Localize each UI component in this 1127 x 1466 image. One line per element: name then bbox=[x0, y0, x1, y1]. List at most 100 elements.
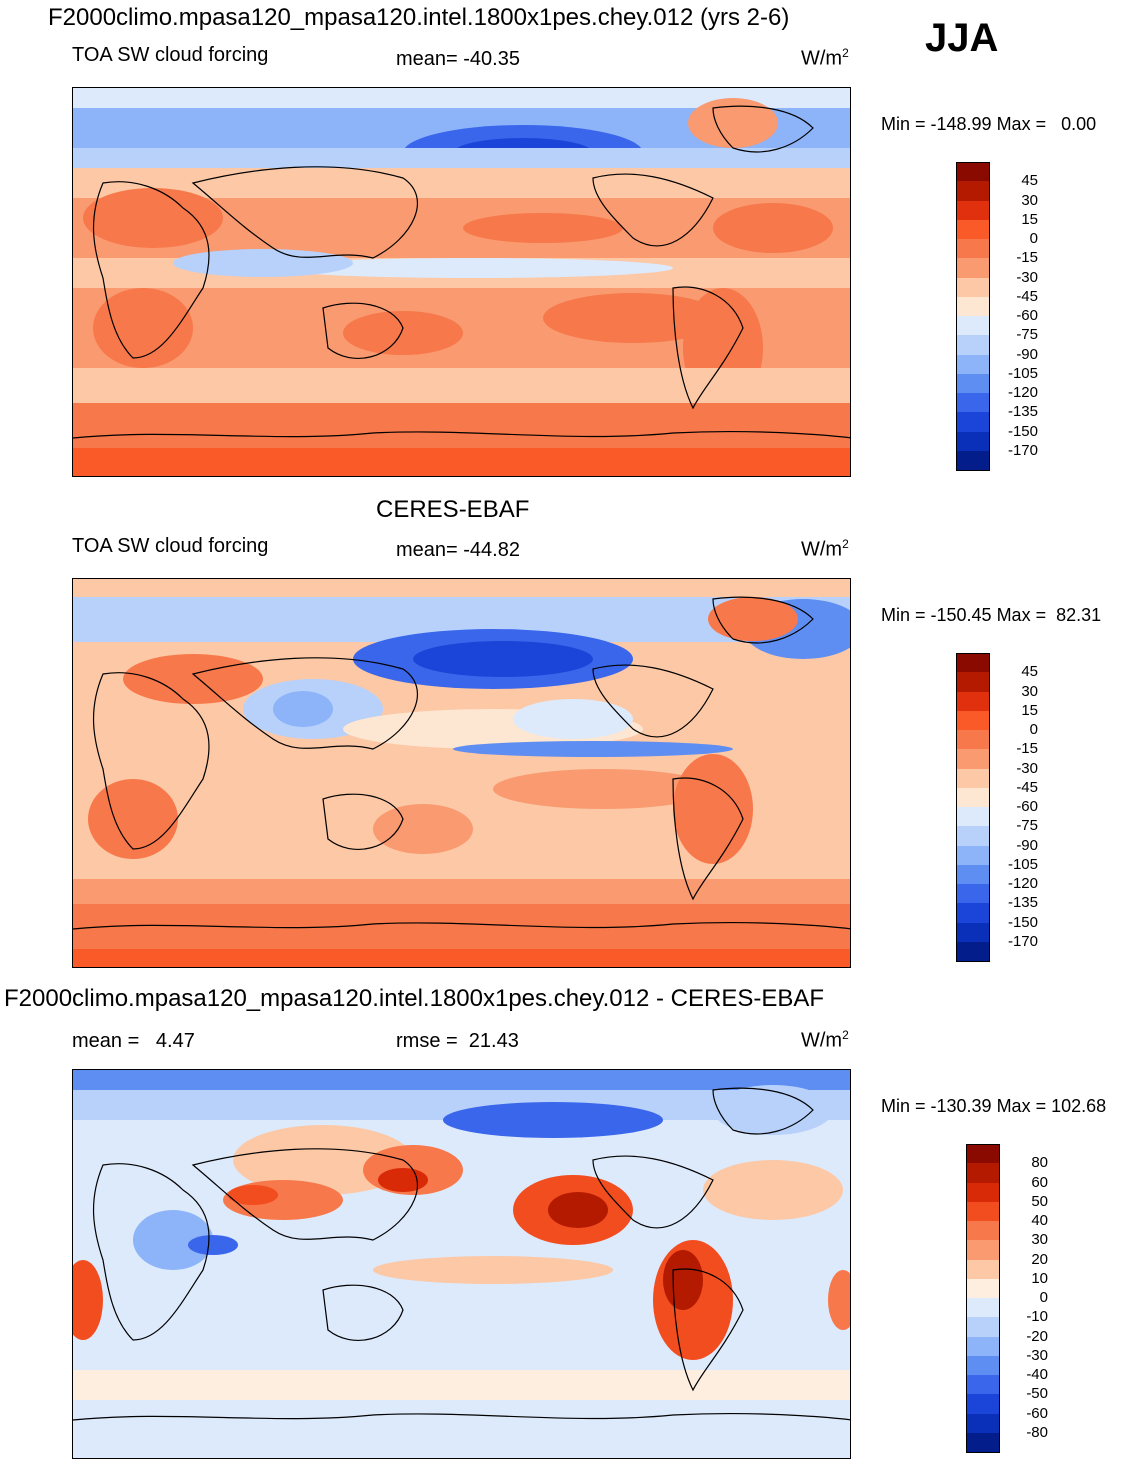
colorbar-label: -45 bbox=[1016, 778, 1038, 796]
colorbar-swatch bbox=[956, 181, 990, 201]
colorbar-label: 15 bbox=[1021, 701, 1038, 719]
panel-3-map bbox=[72, 1069, 851, 1459]
colorbar-swatch bbox=[956, 787, 990, 808]
colorbar-label: -135 bbox=[1007, 894, 1038, 912]
colorbar-swatch bbox=[956, 807, 990, 827]
colorbar-swatch bbox=[966, 1240, 1000, 1260]
colorbar-swatch bbox=[966, 1394, 1000, 1414]
colorbar-swatch bbox=[966, 1317, 1000, 1337]
panel-1-title: F2000climo.mpasa120_mpasa120.intel.1800x… bbox=[48, 4, 790, 31]
colorbar-swatch bbox=[956, 239, 990, 259]
colorbar-label: 30 bbox=[1021, 191, 1038, 209]
colorbar-label: 30 bbox=[1021, 682, 1038, 700]
colorbar-label: -75 bbox=[1016, 817, 1038, 835]
colorbar-swatch bbox=[956, 450, 990, 471]
colorbar-swatch bbox=[956, 730, 990, 750]
panel-2-mean-label: mean= -44.82 bbox=[396, 539, 520, 561]
panel-3-colorbar: 80 60 50 40 30 20 10 0 -10 -20 -30 -40 -50 -60 -80 bbox=[966, 1144, 1048, 1453]
colorbar-swatch bbox=[956, 710, 990, 731]
colorbar-swatch bbox=[956, 826, 990, 846]
colorbar-swatch bbox=[966, 1259, 1000, 1280]
panel-2-map bbox=[72, 578, 851, 968]
colorbar-swatch bbox=[956, 373, 990, 394]
colorbar-label: -135 bbox=[1007, 403, 1038, 421]
panel-2-variable-label: TOA SW cloud forcing bbox=[72, 535, 269, 557]
colorbar-label: -120 bbox=[1007, 384, 1038, 401]
colorbar-swatch bbox=[956, 258, 990, 278]
panel-2-map-svg bbox=[73, 579, 850, 967]
colorbar-swatch bbox=[956, 296, 990, 317]
colorbar-swatch bbox=[966, 1298, 1000, 1318]
colorbar-label: -50 bbox=[1026, 1385, 1048, 1403]
panel-3-units: W/m2 bbox=[801, 1028, 849, 1052]
colorbar-label: -150 bbox=[1007, 913, 1038, 931]
colorbar-swatch bbox=[956, 864, 990, 885]
colorbar-label: -20 bbox=[1026, 1327, 1048, 1345]
colorbar-swatch bbox=[956, 219, 990, 240]
season-label: JJA bbox=[925, 16, 999, 60]
colorbar-label: -90 bbox=[1016, 345, 1038, 363]
colorbar-label: -30 bbox=[1016, 759, 1038, 777]
colorbar-swatch bbox=[956, 922, 990, 943]
colorbar-swatch bbox=[956, 431, 990, 452]
colorbar-label: 0 bbox=[1029, 230, 1038, 247]
colorbar-label: -75 bbox=[1016, 326, 1038, 344]
colorbar-swatch bbox=[966, 1375, 1000, 1395]
colorbar-swatch bbox=[966, 1432, 1000, 1453]
colorbar-swatch bbox=[956, 884, 990, 904]
colorbar-label: -80 bbox=[1026, 1423, 1048, 1441]
colorbar-swatch bbox=[966, 1413, 1000, 1434]
colorbar-label: 80 bbox=[1031, 1154, 1048, 1172]
colorbar-swatch bbox=[966, 1355, 1000, 1376]
colorbar-label: 60 bbox=[1031, 1173, 1048, 1191]
colorbar-swatch bbox=[956, 672, 990, 692]
panel-1-variable-label: TOA SW cloud forcing bbox=[72, 44, 269, 66]
colorbar-label: 50 bbox=[1031, 1192, 1048, 1210]
panel-2-minmax: Min = -150.45 Max = 82.31 bbox=[881, 605, 1102, 625]
colorbar-swatch bbox=[956, 393, 990, 413]
colorbar-label: -105 bbox=[1007, 855, 1038, 873]
colorbar-label: -40 bbox=[1026, 1366, 1048, 1383]
colorbar-swatch bbox=[956, 277, 990, 298]
colorbar-label: -10 bbox=[1026, 1308, 1048, 1326]
panel-2-units: W/m2 bbox=[801, 537, 849, 561]
colorbar-label: 45 bbox=[1021, 172, 1038, 190]
colorbar-swatch bbox=[966, 1201, 1000, 1222]
colorbar-label: -45 bbox=[1016, 287, 1038, 305]
colorbar-swatch bbox=[956, 768, 990, 789]
colorbar-label: -30 bbox=[1016, 268, 1038, 286]
colorbar-swatch bbox=[956, 335, 990, 355]
panel-1-units: W/m2 bbox=[801, 46, 849, 70]
colorbar-label: -170 bbox=[1007, 932, 1038, 950]
colorbar-swatch bbox=[956, 749, 990, 769]
colorbar-swatch bbox=[956, 412, 990, 432]
colorbar-label: 30 bbox=[1031, 1231, 1048, 1249]
panel-3-rmse-label: rmse = 21.43 bbox=[396, 1030, 519, 1052]
colorbar-swatch bbox=[966, 1163, 1000, 1183]
panel-3-minmax: Min = -130.39 Max = 102.68 bbox=[881, 1096, 1107, 1116]
panel-1-minmax: Min = -148.99 Max = 0.00 bbox=[881, 114, 1097, 134]
panel-3-map-svg bbox=[73, 1070, 850, 1458]
panel-2-title: CERES-EBAF bbox=[376, 496, 530, 523]
panel-3-title: F2000climo.mpasa120_mpasa120.intel.1800x… bbox=[4, 985, 825, 1012]
colorbar-label: -90 bbox=[1016, 836, 1038, 854]
colorbar-label: -170 bbox=[1007, 441, 1038, 459]
colorbar-label: 20 bbox=[1031, 1250, 1048, 1268]
colorbar-swatch bbox=[956, 691, 990, 712]
colorbar-label: -30 bbox=[1026, 1346, 1048, 1364]
panel-1-mean-label: mean= -40.35 bbox=[396, 48, 520, 70]
colorbar-swatch bbox=[956, 316, 990, 336]
colorbar-swatch bbox=[956, 653, 990, 673]
colorbar-label: -60 bbox=[1016, 798, 1038, 815]
colorbar-swatch bbox=[966, 1182, 1000, 1203]
colorbar-label: -105 bbox=[1007, 364, 1038, 382]
panel-1-map bbox=[72, 87, 851, 477]
colorbar-swatch bbox=[956, 162, 990, 182]
colorbar-label: 15 bbox=[1021, 210, 1038, 228]
panel-1-map-svg bbox=[73, 88, 850, 476]
panel-1-colorbar: 45 30 15 0 -15 -30 -45 -60 -75 -90 -105 -120 -135 -15… bbox=[956, 162, 1038, 471]
colorbar-label: 40 bbox=[1031, 1212, 1048, 1229]
colorbar-swatch bbox=[966, 1336, 1000, 1357]
colorbar-label: -15 bbox=[1016, 740, 1038, 758]
colorbar-label: 45 bbox=[1021, 663, 1038, 681]
